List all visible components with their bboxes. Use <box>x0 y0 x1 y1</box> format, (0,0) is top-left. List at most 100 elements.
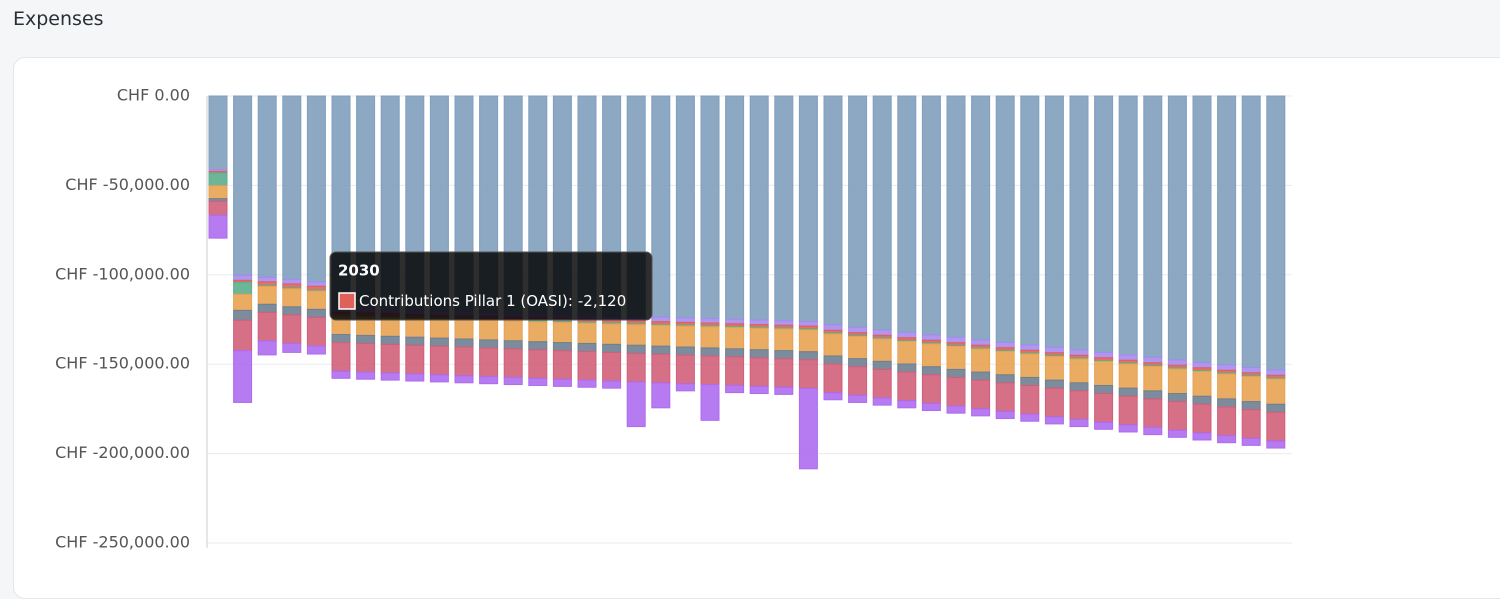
bar-segment <box>1241 366 1261 374</box>
bar-segment <box>306 281 326 287</box>
chart: CHF 0.00 CHF -50,000.00 CHF -100,000.00 CHF… <box>55 86 1292 552</box>
bar-segment <box>1143 390 1163 400</box>
bar-segment <box>823 333 843 357</box>
bar-segment <box>675 317 695 323</box>
bar-segment <box>1167 401 1187 431</box>
bar-segment <box>725 327 745 350</box>
bar-segment <box>798 359 818 389</box>
bar-segment <box>1020 384 1040 415</box>
bar-segment <box>971 95 991 341</box>
bar-segment <box>823 392 843 401</box>
bar-segment <box>306 285 326 291</box>
bar-segment <box>552 342 572 352</box>
bar-segment <box>700 318 720 324</box>
bar-segment <box>700 95 720 320</box>
bar-segment <box>1192 395 1212 405</box>
bar-segment <box>257 303 277 313</box>
bar-segment <box>1020 353 1040 378</box>
bar-segment <box>528 341 548 351</box>
bar-segment <box>1217 364 1237 371</box>
bar-segment <box>971 379 991 410</box>
bar-segment <box>651 324 671 347</box>
bar-segment <box>946 95 966 338</box>
bar-segment <box>1266 378 1286 405</box>
bar-segment <box>872 368 892 399</box>
bar-segment <box>503 320 523 342</box>
bar-segment <box>233 281 253 295</box>
bar-segment <box>774 358 794 388</box>
bar-segment <box>725 95 745 320</box>
bar-segment <box>774 95 794 322</box>
bar-segment <box>872 95 892 331</box>
bar-segment <box>1167 393 1187 403</box>
bar-segment <box>429 374 449 383</box>
bar-segment <box>454 346 474 377</box>
bar-segment <box>282 95 302 280</box>
bar-segment <box>1167 359 1187 366</box>
bar-segment <box>995 351 1015 376</box>
bar-segment <box>257 95 277 278</box>
bar-segment <box>1020 376 1040 386</box>
bar-segment <box>306 95 326 283</box>
page: Expenses CHF 0.00 CHF -50,000.00 CHF -100,… <box>13 8 1500 599</box>
bar-segment <box>725 348 745 358</box>
bar-segment <box>282 306 302 316</box>
bar-segment <box>356 342 376 373</box>
bar-segment <box>1044 356 1064 381</box>
bar-segment <box>528 377 548 386</box>
section-title: Expenses <box>13 8 104 30</box>
bar-segment <box>897 95 917 333</box>
bar-segment <box>995 95 1015 343</box>
bar-segment <box>429 337 449 347</box>
bar-segment <box>552 378 572 387</box>
bar-segment <box>872 338 892 362</box>
bar-segment <box>749 327 769 351</box>
bar-segment <box>528 321 548 343</box>
bar-segment <box>1192 403 1212 434</box>
y-tick-label: CHF -250,000.00 <box>55 533 190 552</box>
bar-segment <box>331 334 351 344</box>
bar-segment <box>282 288 302 308</box>
bar-segment <box>405 317 425 338</box>
bar-segment <box>1217 435 1237 444</box>
bar-segment <box>356 371 376 380</box>
bar-segment <box>528 349 548 379</box>
bar-segment <box>380 335 400 345</box>
bar-segment <box>971 339 991 346</box>
bar-segment <box>454 319 474 340</box>
bar-segment <box>479 347 499 378</box>
bar-segment <box>700 355 720 386</box>
bar-segment <box>602 323 622 345</box>
bar-segment <box>454 375 474 384</box>
bar-segment <box>1044 346 1064 354</box>
bar-segment <box>1266 440 1286 449</box>
bar-segment <box>1044 379 1064 389</box>
bar-segment <box>725 384 745 394</box>
bar-segment <box>405 373 425 382</box>
bar-segment <box>651 353 671 384</box>
bar-segment <box>971 348 991 373</box>
bar-segment <box>1143 398 1163 428</box>
bar-segment <box>1094 393 1114 423</box>
bar-segment <box>946 345 966 370</box>
bar-segment <box>405 336 425 346</box>
bar-segment <box>454 338 474 348</box>
bar-segment <box>626 324 646 346</box>
bar-segment <box>1044 95 1064 348</box>
bar-segment <box>995 382 1015 412</box>
bar-segment <box>479 376 499 385</box>
bar-segment <box>479 319 499 341</box>
bar-segment <box>921 343 941 368</box>
bar-segment <box>1094 351 1114 359</box>
bar-segment <box>749 357 769 387</box>
bar-segment <box>380 343 400 374</box>
bar-segment <box>921 334 941 341</box>
tooltip-box <box>329 251 653 321</box>
bar-segment <box>1143 356 1163 364</box>
bar-segment <box>995 410 1015 420</box>
bar-segment <box>503 348 523 378</box>
bar-segment <box>602 380 622 389</box>
bar-segment <box>774 350 794 360</box>
bar-segment <box>208 172 228 187</box>
bar-segment <box>823 95 843 326</box>
